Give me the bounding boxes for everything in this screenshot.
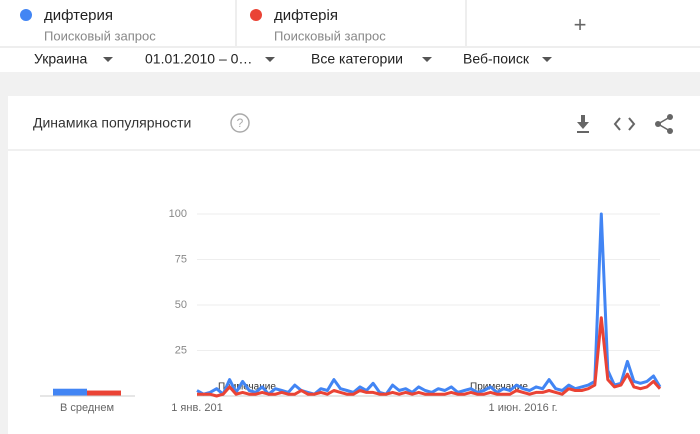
y-tick-label: 75	[175, 253, 187, 265]
term-name[interactable]: дифтерія	[274, 7, 338, 24]
y-tick-label: 100	[169, 208, 187, 220]
average-label: В среднем	[60, 402, 114, 414]
help-icon-label[interactable]: ?	[237, 116, 244, 130]
filter-dropdown[interactable]: Все категории	[311, 51, 403, 67]
help-icon[interactable]	[230, 113, 250, 133]
filter-dropdown[interactable]: Веб-поиск	[463, 51, 530, 67]
term-subtitle: Поисковый запрос	[274, 28, 386, 43]
filter-dropdown[interactable]: Украина	[34, 51, 88, 67]
dropdown-arrow	[103, 57, 113, 62]
trend-line	[196, 212, 662, 396]
chart: 25 50 75 100 1 янв. 201 1 июн. 2016 г. Примеча…	[40, 208, 662, 414]
embed-icon[interactable]	[613, 117, 636, 131]
average-bar	[87, 390, 121, 396]
card-title: Динамика популярности	[33, 115, 191, 131]
y-tick-label: 50	[175, 299, 187, 311]
trend-line	[197, 316, 662, 398]
download-icon[interactable]	[577, 115, 589, 133]
x-tick-label: 1 июн. 2016 г.	[489, 402, 558, 414]
add-term-button[interactable]: +	[574, 12, 587, 37]
term-subtitle: Поисковый запрос	[44, 28, 156, 43]
terms-bar	[0, 0, 700, 48]
x-tick-label: 1 янв. 201	[171, 402, 223, 414]
card	[8, 96, 700, 434]
y-tick-label: 25	[175, 344, 187, 356]
filter-dropdown[interactable]: 01.01.2010 – 0…	[145, 51, 252, 67]
term-dot	[250, 9, 262, 21]
dropdown-arrow	[265, 57, 275, 62]
dropdown-arrow	[542, 57, 552, 62]
filters-bar	[0, 48, 700, 72]
term-name[interactable]: дифтерия	[44, 7, 113, 24]
share-icon[interactable]	[655, 114, 673, 134]
average-bar	[53, 388, 87, 396]
term-dot	[20, 9, 32, 21]
annotation: Примечание	[470, 382, 528, 393]
dropdown-arrow	[422, 57, 432, 62]
